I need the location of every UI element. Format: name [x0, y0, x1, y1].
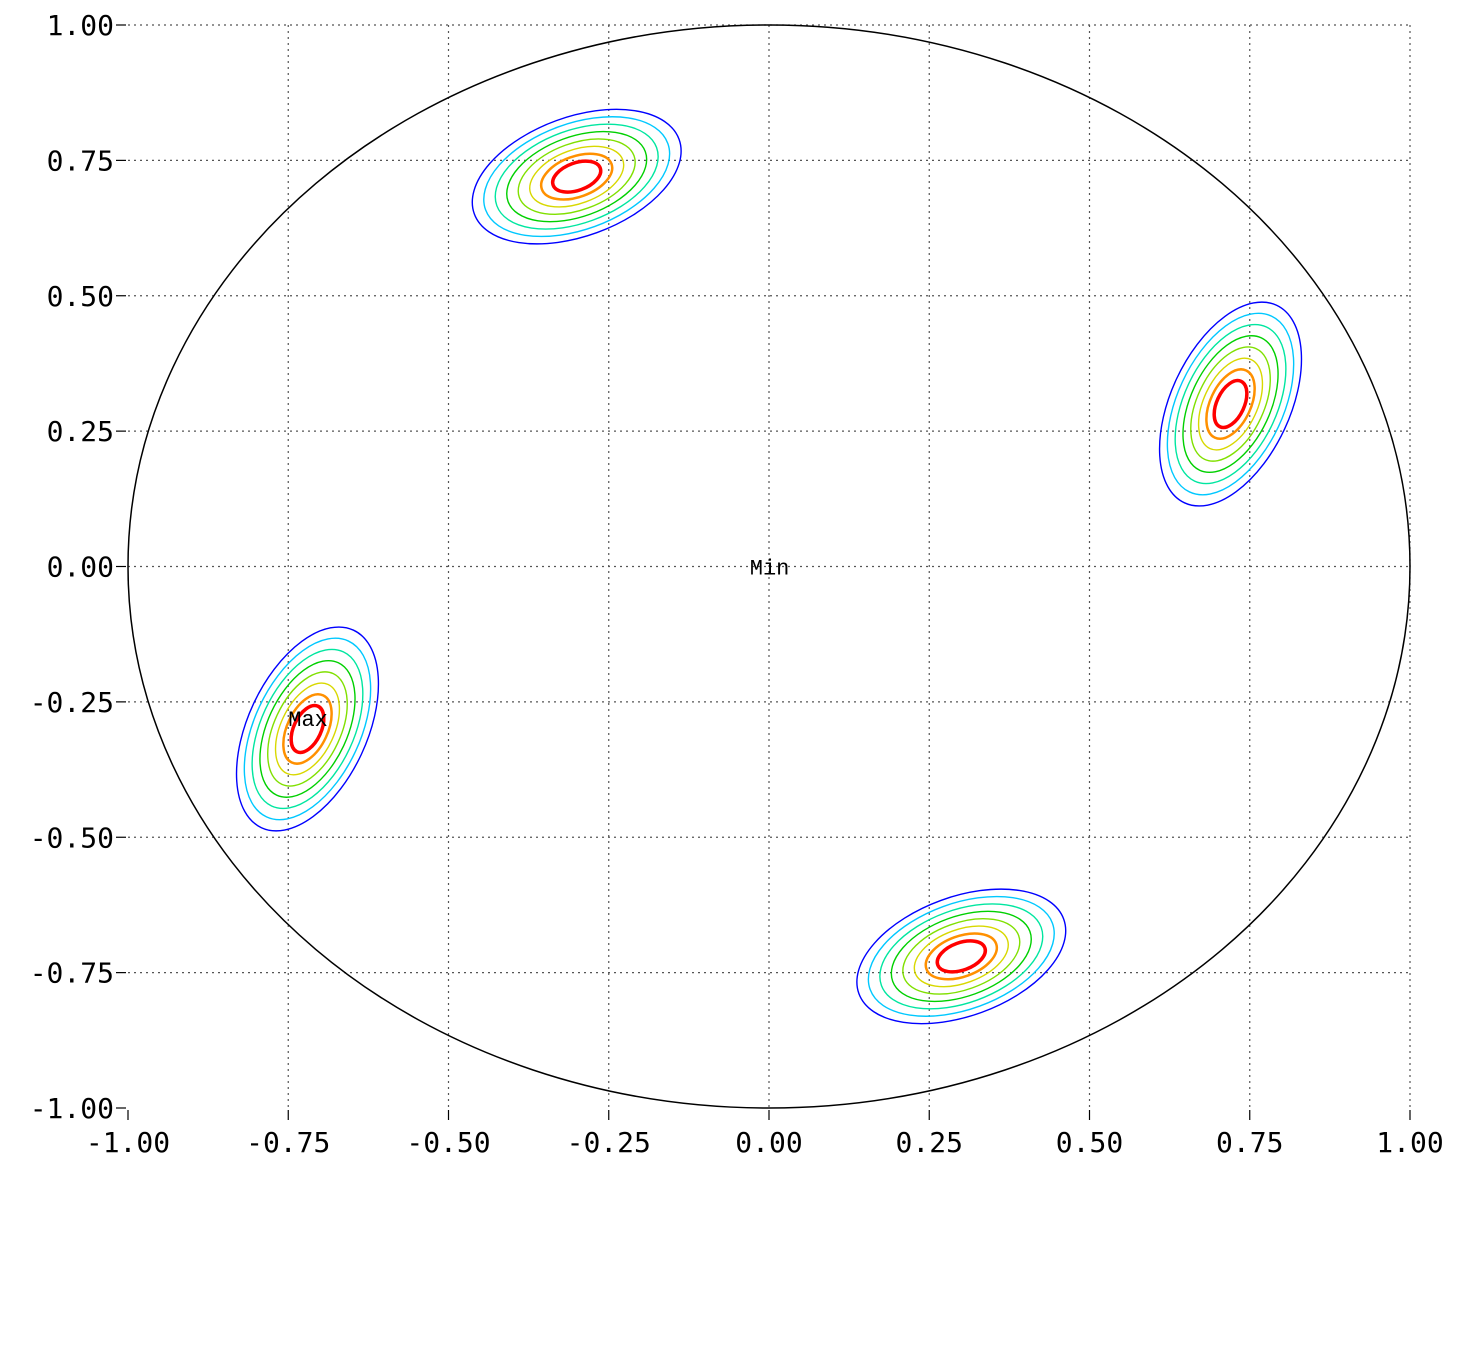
contour-line [1197, 357, 1264, 451]
contour-line [282, 693, 333, 765]
x-tick-label: 0.25 [896, 1126, 963, 1159]
contour-peak [235, 626, 380, 832]
y-tick-label: 0.00 [47, 551, 114, 584]
x-tick-label: -1.00 [86, 1126, 170, 1159]
contour-line [259, 659, 356, 798]
contour-line [494, 123, 659, 230]
y-tick-label: -1.00 [30, 1092, 114, 1125]
annotations: Max Min [288, 557, 789, 734]
contour-line [483, 116, 671, 238]
contour-line [517, 138, 636, 215]
contour-line [856, 888, 1067, 1025]
contour-line [274, 682, 341, 776]
contour-line [879, 903, 1044, 1010]
contour-line [506, 130, 648, 223]
contour-line [267, 671, 348, 787]
contour-peak [856, 888, 1067, 1025]
contour-peak [1158, 301, 1303, 507]
x-tick-label: 1.00 [1376, 1126, 1443, 1159]
x-tick-label: -0.25 [567, 1126, 651, 1159]
contour-line [924, 932, 999, 981]
contour-line [867, 895, 1055, 1017]
y-tick-label: -0.25 [30, 686, 114, 719]
annotation-max: Max [288, 708, 328, 733]
contour-line [1212, 378, 1249, 430]
contour-line [1205, 368, 1256, 440]
x-tick-label: 0.00 [735, 1126, 802, 1159]
x-tick-label: 0.75 [1216, 1126, 1283, 1159]
axes: -1.00 -0.75 -0.50 -0.25 0.00 0.25 0.50 0.75 1.00… [30, 9, 1444, 1159]
x-tick-label: -0.75 [246, 1126, 330, 1159]
annotation-min: Min [750, 557, 790, 582]
contour-layer [235, 108, 1303, 1025]
contour-line [289, 703, 326, 755]
x-tick-label: 0.50 [1056, 1126, 1123, 1159]
contour-line [1158, 301, 1303, 507]
projection-circle [127, 24, 1411, 1109]
contour-line [1182, 335, 1279, 474]
contour-line [890, 910, 1032, 1003]
contour-line [1166, 312, 1295, 496]
y-tick-label: -0.50 [30, 821, 114, 854]
contour-line [902, 918, 1021, 995]
y-tick-label: 0.50 [47, 280, 114, 313]
contour-line [243, 637, 372, 821]
contour-line [235, 626, 380, 832]
contour-line [935, 939, 988, 974]
contour-line [471, 108, 682, 245]
contour-line [529, 145, 625, 208]
y-tick-label: 1.00 [47, 9, 114, 42]
contour-line [550, 159, 603, 194]
contour-line [913, 925, 1009, 988]
contour-line [251, 648, 364, 810]
contour-line [539, 152, 614, 201]
y-tick-label: 0.75 [47, 144, 114, 177]
y-tick-label: 0.25 [47, 415, 114, 448]
contour-line [1190, 346, 1271, 462]
contour-peak [471, 108, 682, 245]
contour-line [1174, 323, 1287, 485]
x-tick-label: -0.50 [406, 1126, 490, 1159]
y-tick-label: -0.75 [30, 957, 114, 990]
